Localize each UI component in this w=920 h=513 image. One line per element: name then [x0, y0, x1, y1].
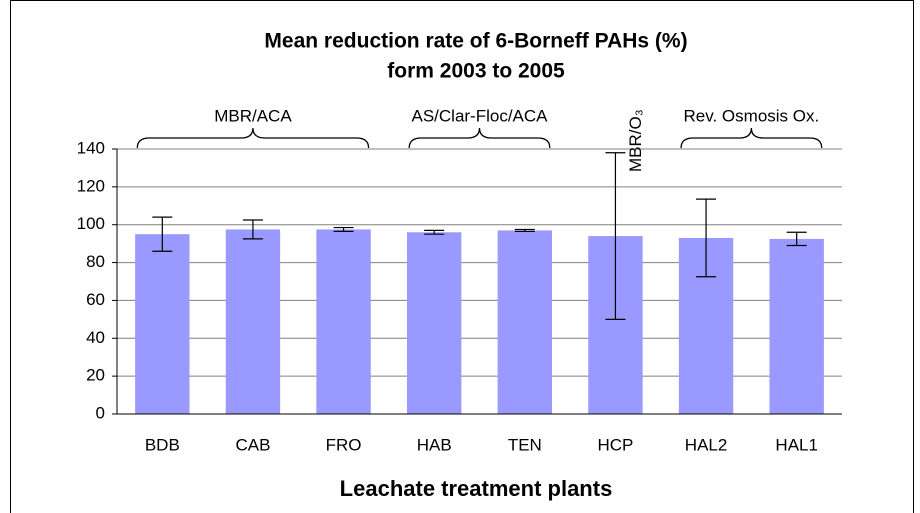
x-tick-label: FRO: [326, 435, 362, 454]
chart-subtitle: form 2003 to 2005: [387, 60, 565, 83]
error-bar: [786, 231, 807, 247]
error-bar: [333, 226, 354, 232]
error-bar: [424, 229, 445, 235]
x-axis-label: Leachate treatment plants: [340, 476, 613, 501]
x-tick-label: HAB: [417, 435, 452, 454]
bar: [407, 232, 462, 414]
y-tick-label: 120: [77, 176, 105, 195]
x-tick-label: HAL1: [775, 435, 818, 454]
y-tick-label: 100: [77, 214, 105, 233]
y-tick-label: 60: [86, 290, 105, 309]
x-tick-label: TEN: [508, 435, 542, 454]
group-brace: [136, 127, 370, 149]
chart-frame: [10, 0, 914, 513]
x-tick-label: BDB: [145, 435, 180, 454]
group-label: Rev. Osmosis Ox.: [684, 106, 820, 125]
group-label: AS/Clar-Floc/ACA: [411, 106, 548, 125]
x-tick-label: HAL2: [685, 435, 728, 454]
x-tick-label: HCP: [597, 435, 633, 454]
y-tick-label: 80: [86, 252, 105, 271]
error-bar: [696, 198, 717, 278]
x-tick-label: CAB: [235, 435, 270, 454]
chart-title: Mean reduction rate of 6-Borneff PAHs (%…: [264, 30, 687, 53]
y-tick-label: 140: [77, 138, 105, 157]
group-label: MBR/ACA: [214, 106, 292, 125]
error-bar: [152, 216, 173, 252]
bar: [135, 234, 190, 414]
y-tick-label: 40: [86, 328, 105, 347]
error-bar: [605, 152, 626, 320]
y-tick-label: 0: [96, 403, 105, 422]
bar: [316, 229, 371, 414]
group-brace: [680, 127, 823, 149]
bar: [497, 230, 552, 414]
bar: [225, 229, 281, 414]
group-label: MBR/O₃: [626, 109, 645, 172]
error-bar: [514, 228, 535, 232]
error-bar: [242, 219, 263, 240]
bar: [769, 238, 824, 414]
group-brace: [408, 127, 551, 149]
y-tick-label: 20: [86, 366, 105, 385]
